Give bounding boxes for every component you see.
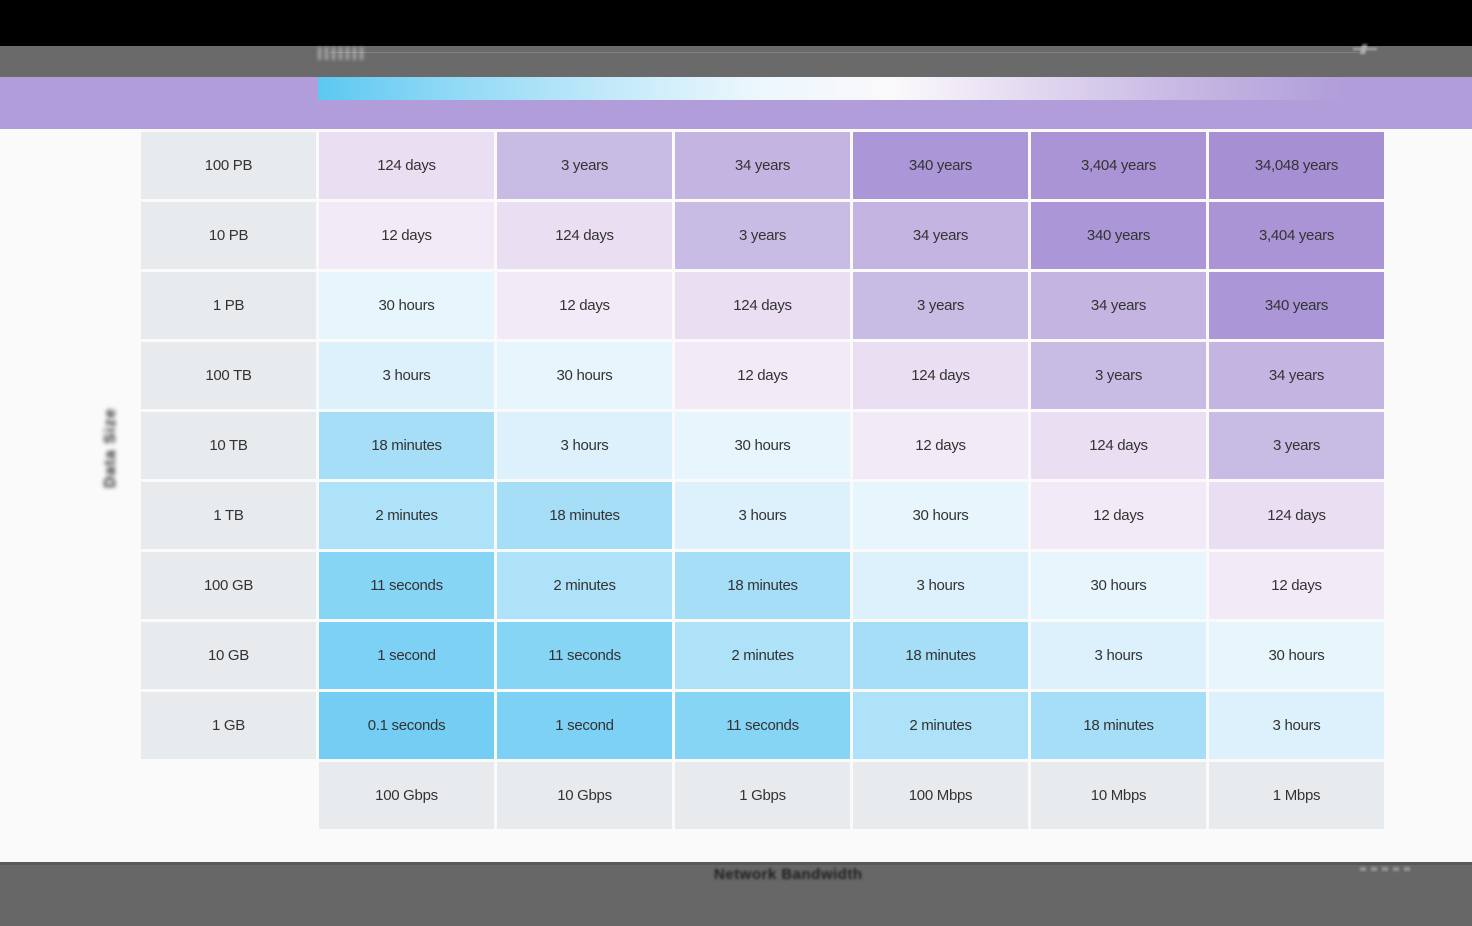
y-axis-label: Data Size	[102, 407, 119, 489]
heatmap-cell: 11 seconds	[675, 692, 850, 759]
heatmap-cell: 12 days	[319, 202, 494, 269]
heatmap-cell: 3 hours	[497, 412, 672, 479]
heatmap-cell: 11 seconds	[497, 622, 672, 689]
heatmap-cell: 2 minutes	[319, 482, 494, 549]
heatmap-cell: 3,404 years	[1209, 202, 1384, 269]
heatmap-cell: 3 years	[853, 272, 1028, 339]
transfer-time-heatmap: 100 PB 124 days 3 years 34 years 340 yea…	[141, 132, 1384, 829]
column-label: 1 Gbps	[675, 762, 850, 829]
heatmap-cell: 12 days	[497, 272, 672, 339]
row-label: 10 PB	[141, 202, 316, 269]
heatmap-cell: 30 hours	[675, 412, 850, 479]
row-label: 100 TB	[141, 342, 316, 409]
corner-spacer	[141, 762, 316, 829]
heatmap-cell: 1 second	[497, 692, 672, 759]
heatmap-cell: 18 minutes	[319, 412, 494, 479]
heatmap-cell: 340 years	[1209, 272, 1384, 339]
toolbar-divider	[330, 52, 1358, 53]
heatmap-cell: 12 days	[853, 412, 1028, 479]
heatmap-cell: 18 minutes	[1031, 692, 1206, 759]
heatmap-cell: 3 hours	[853, 552, 1028, 619]
row-label: 10 GB	[141, 622, 316, 689]
toolbar-icon-illegible	[1353, 44, 1377, 54]
top-black-bar	[0, 0, 1472, 46]
heatmap-cell: 3 hours	[1209, 692, 1384, 759]
heatmap-cell: 12 days	[675, 342, 850, 409]
heatmap-cell: 2 minutes	[853, 692, 1028, 759]
heatmap-cell: 30 hours	[853, 482, 1028, 549]
x-axis-label: Network Bandwidth	[714, 866, 863, 883]
heatmap-cell: 3 years	[675, 202, 850, 269]
heatmap-cell: 3 hours	[1031, 622, 1206, 689]
toolbar	[0, 44, 1472, 77]
legend-color-gradient	[318, 77, 1472, 100]
heatmap-cell: 30 hours	[497, 342, 672, 409]
row-label: 10 TB	[141, 412, 316, 479]
heatmap-cell: 34 years	[1031, 272, 1206, 339]
heatmap-cell: 124 days	[675, 272, 850, 339]
heatmap-cell: 12 days	[1031, 482, 1206, 549]
heatmap-cell: 2 minutes	[675, 622, 850, 689]
heatmap-cell: 124 days	[497, 202, 672, 269]
heatmap-cell: 34 years	[1209, 342, 1384, 409]
column-label: 10 Mbps	[1031, 762, 1206, 829]
heatmap-cell: 124 days	[319, 132, 494, 199]
heatmap-cell: 18 minutes	[853, 622, 1028, 689]
heatmap-cell: 3,404 years	[1031, 132, 1206, 199]
column-label: 10 Gbps	[497, 762, 672, 829]
heatmap-cell: 34 years	[675, 132, 850, 199]
column-label: 100 Gbps	[319, 762, 494, 829]
heatmap-cell: 3 hours	[319, 342, 494, 409]
heatmap-cell: 340 years	[1031, 202, 1206, 269]
heatmap-cell: 11 seconds	[319, 552, 494, 619]
heatmap-cell: 3 years	[497, 132, 672, 199]
row-label: 1 TB	[141, 482, 316, 549]
column-label: 1 Mbps	[1209, 762, 1384, 829]
heatmap-cell: 30 hours	[1031, 552, 1206, 619]
heatmap-cell: 3 years	[1209, 412, 1384, 479]
heatmap-cell: 34,048 years	[1209, 132, 1384, 199]
heatmap-cell: 12 days	[1209, 552, 1384, 619]
legend-band	[0, 77, 1472, 129]
heatmap-cell: 18 minutes	[497, 482, 672, 549]
heatmap-cell: 18 minutes	[675, 552, 850, 619]
row-label: 100 PB	[141, 132, 316, 199]
row-label: 100 GB	[141, 552, 316, 619]
heatmap-cell: 124 days	[853, 342, 1028, 409]
heatmap-cell: 2 minutes	[497, 552, 672, 619]
heatmap-cell: 3 years	[1031, 342, 1206, 409]
column-label: 100 Mbps	[853, 762, 1028, 829]
toolbar-text-illegible	[318, 47, 366, 60]
heatmap-cell: 3 hours	[675, 482, 850, 549]
heatmap-cell: 30 hours	[1209, 622, 1384, 689]
footer-bar: Network Bandwidth	[0, 862, 1472, 926]
heatmap-cell: 340 years	[853, 132, 1028, 199]
heatmap-cell: 34 years	[853, 202, 1028, 269]
heatmap-cell: 124 days	[1209, 482, 1384, 549]
row-label: 1 PB	[141, 272, 316, 339]
heatmap-cell: 0.1 seconds	[319, 692, 494, 759]
heatmap-cell: 30 hours	[319, 272, 494, 339]
heatmap-cell: 124 days	[1031, 412, 1206, 479]
row-label: 1 GB	[141, 692, 316, 759]
heatmap-cell: 1 second	[319, 622, 494, 689]
footer-mark-illegible	[1360, 867, 1412, 871]
